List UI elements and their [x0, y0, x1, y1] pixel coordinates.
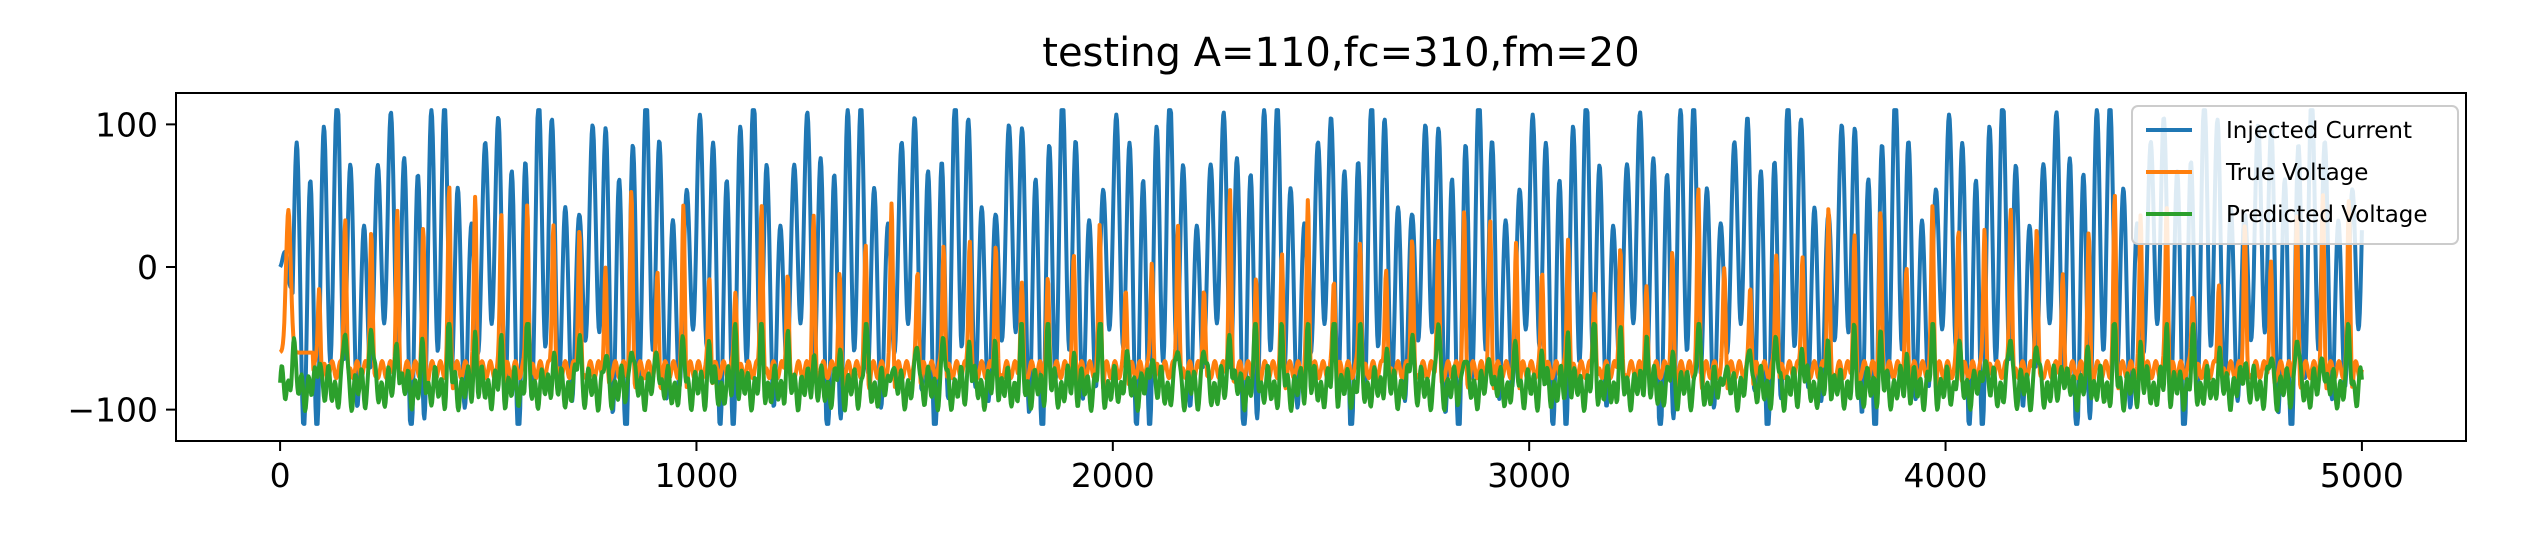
legend-label-true-voltage: True Voltage	[2225, 160, 2368, 186]
y-axis: −100 0 100	[67, 105, 176, 430]
legend-entry-injected-current: Injected Current	[2146, 118, 2412, 144]
legend-box	[2131, 105, 2459, 245]
x-tick-label: 5000	[2320, 456, 2404, 495]
series-injected-current	[278, 108, 2364, 426]
series-layer	[278, 108, 2364, 426]
chart-title: testing A=110,fc=310,fm=20	[1042, 30, 1639, 76]
y-tick-label: 100	[95, 105, 158, 144]
x-tick-label: 2000	[1071, 456, 1155, 495]
x-tick-label: 0	[270, 456, 291, 495]
x-tick-label: 3000	[1487, 456, 1571, 495]
series-predicted-voltage	[278, 322, 2364, 413]
legend-label-predicted-voltage: Predicted Voltage	[2226, 202, 2428, 228]
y-tick-label: −100	[67, 391, 158, 430]
legend-entry-true-voltage: True Voltage	[2146, 160, 2368, 186]
legend-label-injected-current: Injected Current	[2226, 118, 2412, 144]
legend-entry-predicted-voltage: Predicted Voltage	[2146, 202, 2428, 228]
y-tick-label: 0	[137, 248, 158, 287]
legend: Injected Current True Voltage Predicted …	[2131, 105, 2459, 245]
x-axis: 0 1000 2000 3000 4000 5000	[270, 441, 2404, 495]
x-tick-label: 1000	[654, 456, 738, 495]
x-tick-label: 4000	[1904, 456, 1988, 495]
